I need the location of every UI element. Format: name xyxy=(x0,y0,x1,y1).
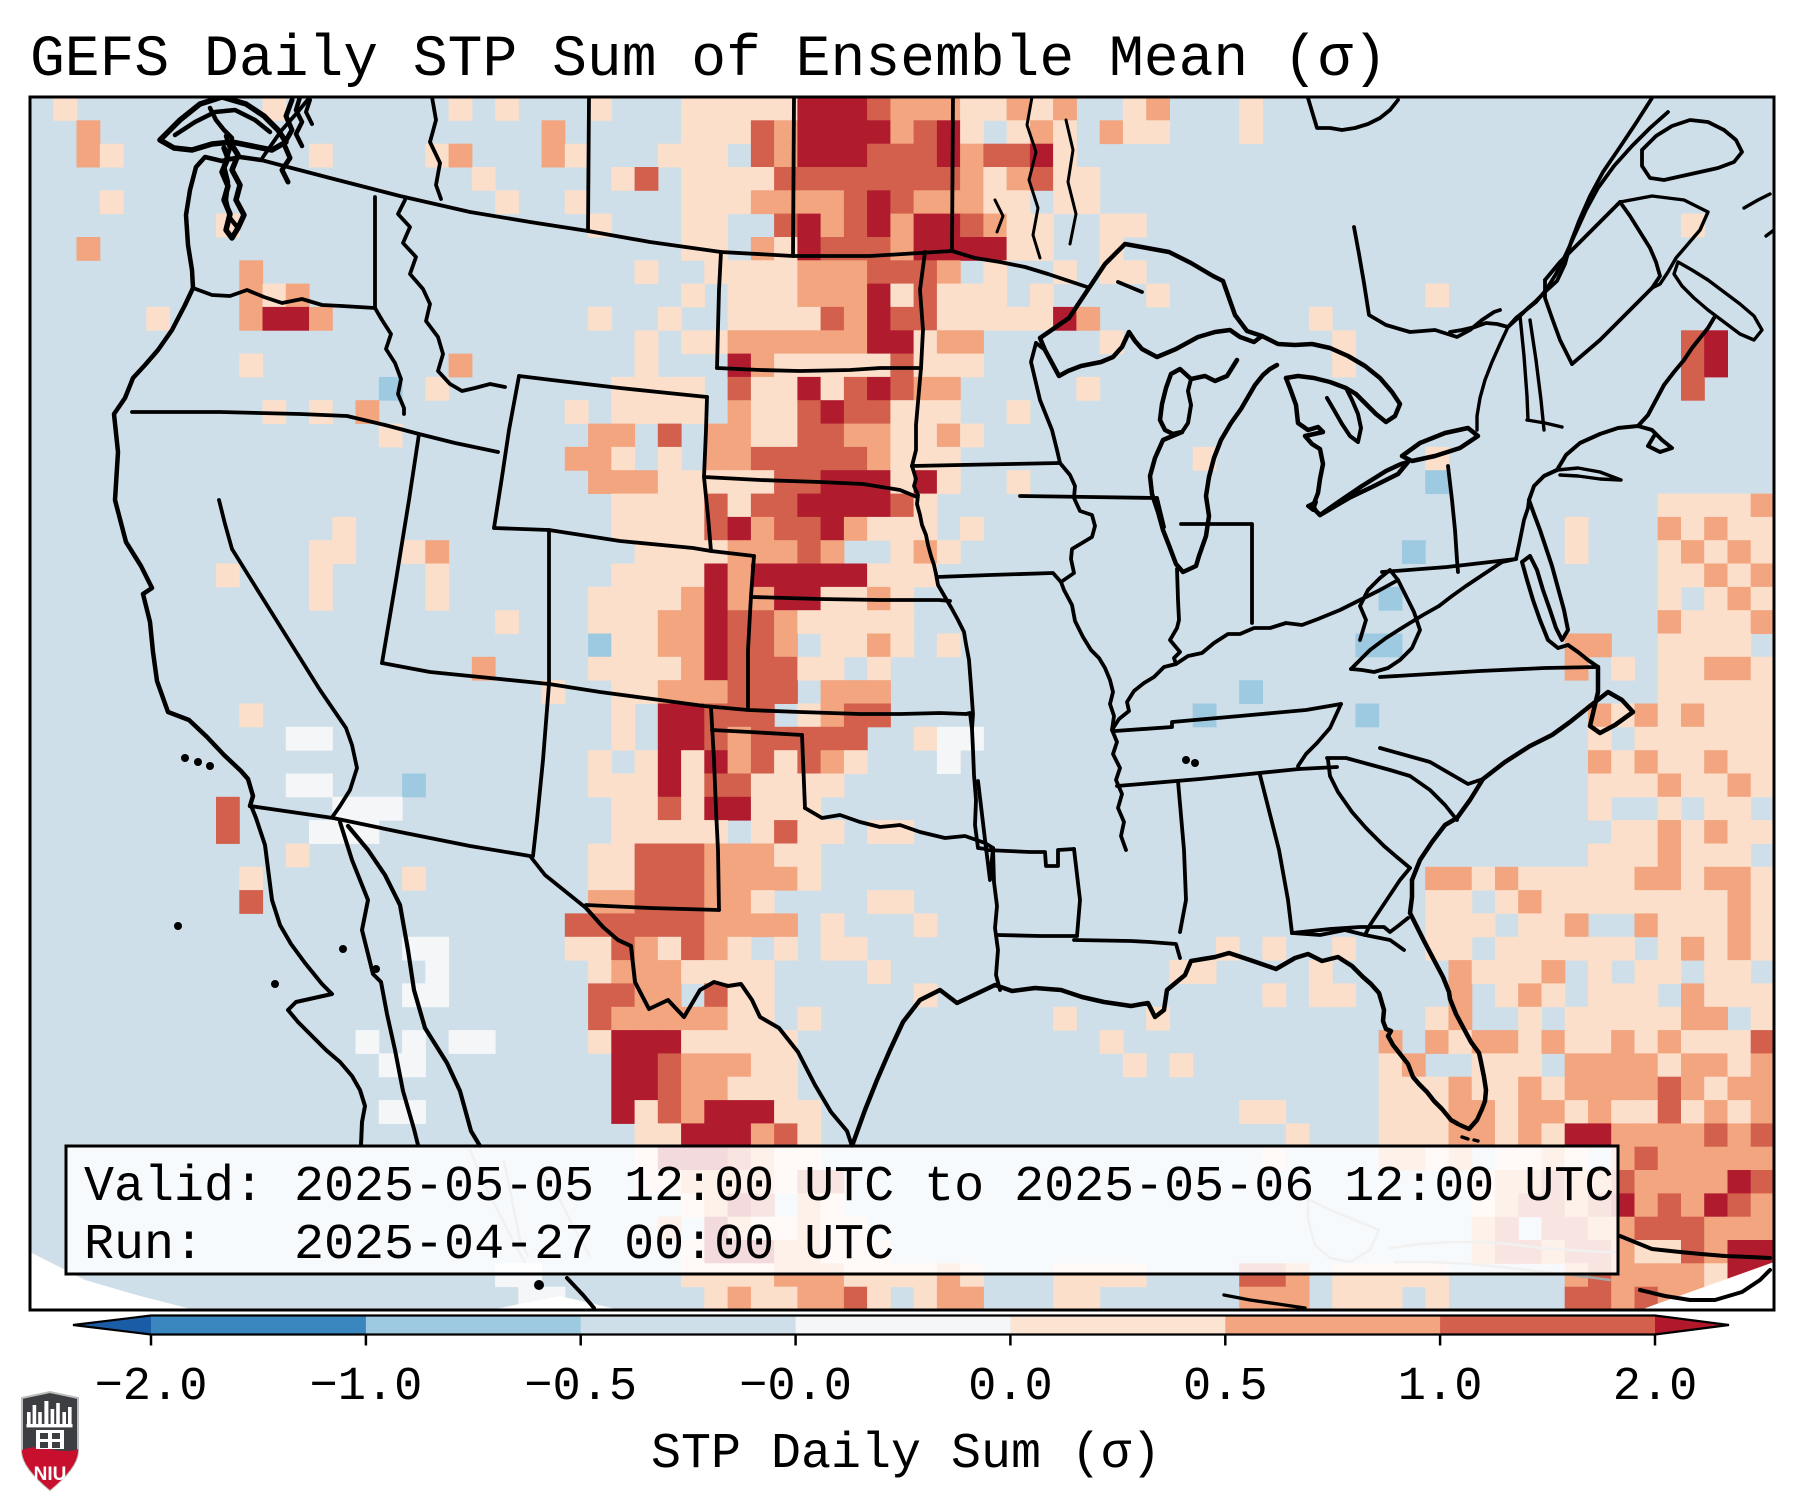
svg-text:−2.0: −2.0 xyxy=(95,1361,208,1414)
svg-text:−0.5: −0.5 xyxy=(524,1361,637,1414)
svg-text:2.0: 2.0 xyxy=(1613,1361,1698,1414)
svg-text:1.0: 1.0 xyxy=(1398,1361,1483,1414)
svg-text:−1.0: −1.0 xyxy=(309,1361,422,1414)
svg-text:0.0: 0.0 xyxy=(968,1361,1053,1414)
svg-text:−0.0: −0.0 xyxy=(739,1361,852,1414)
svg-text:STP Daily Sum (σ): STP Daily Sum (σ) xyxy=(651,1426,1161,1483)
svg-text:Valid: 2025-05-05 12:00 UTC to: Valid: 2025-05-05 12:00 UTC to 2025-05-0… xyxy=(84,1159,1614,1216)
svg-text:Run: 2025-04-27 00:00 UTC: Run: 2025-04-27 00:00 UTC xyxy=(84,1217,894,1274)
svg-text:NIU: NIU xyxy=(34,1464,67,1485)
svg-text:GEFS Daily STP Sum of Ensemble: GEFS Daily STP Sum of Ensemble Mean (σ) xyxy=(30,28,1387,93)
svg-text:0.5: 0.5 xyxy=(1183,1361,1268,1414)
